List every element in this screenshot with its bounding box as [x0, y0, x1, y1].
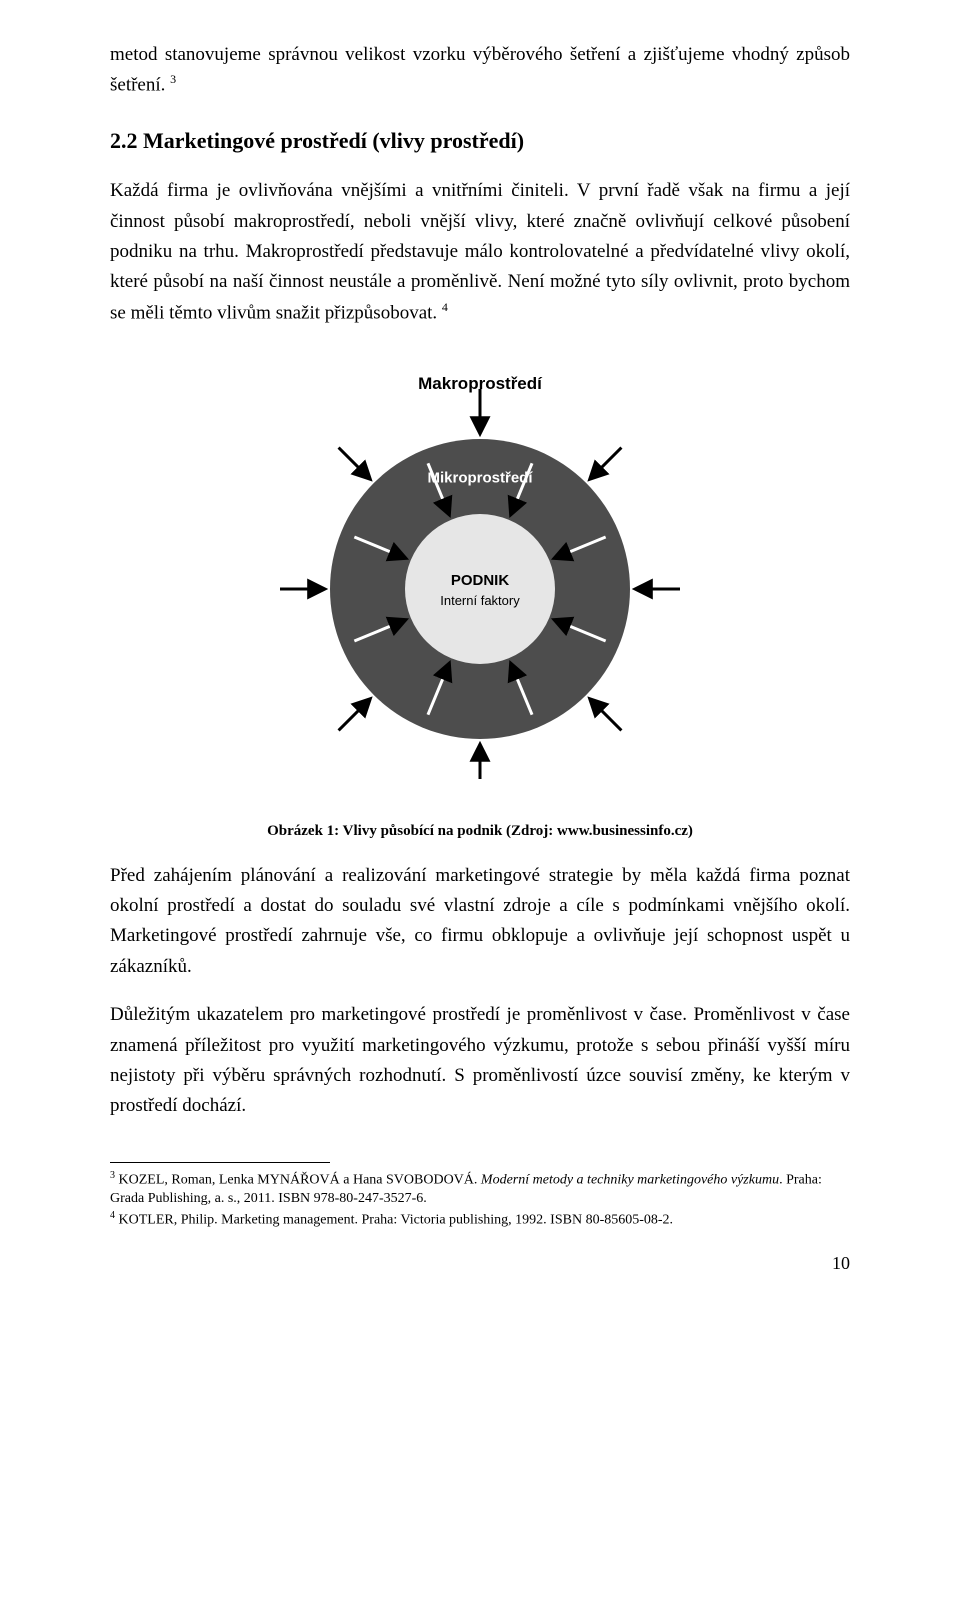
paragraph-2-text: Každá firma je ovlivňována vnějšími a vn… — [110, 180, 850, 323]
footnotes: 3 KOZEL, Roman, Lenka MYNÁŘOVÁ a Hana SV… — [110, 1169, 850, 1231]
footnote-3: 3 KOZEL, Roman, Lenka MYNÁŘOVÁ a Hana SV… — [110, 1169, 850, 1209]
section-heading: 2.2 Marketingové prostředí (vlivy prostř… — [110, 123, 850, 158]
diagram-figure: MakroprostředíMikroprostředíPODNIKIntern… — [110, 359, 850, 779]
figure-caption: Obrázek 1: Vlivy působící na podnik (Zdr… — [110, 819, 850, 843]
paragraph-1-ref: 3 — [170, 72, 176, 86]
svg-text:PODNIK: PODNIK — [451, 572, 510, 589]
paragraph-1: metod stanovujeme správnou velikost vzor… — [110, 40, 850, 101]
svg-text:Mikroprostředí: Mikroprostředí — [427, 469, 533, 486]
footnote-3-a: KOZEL, Roman, Lenka MYNÁŘOVÁ a Hana SVOB… — [115, 1172, 481, 1187]
paragraph-4: Důležitým ukazatelem pro marketingové pr… — [110, 1000, 850, 1122]
footnote-4: 4 KOTLER, Philip. Marketing management. … — [110, 1209, 850, 1231]
page-number: 10 — [110, 1249, 850, 1278]
footnote-rule — [110, 1162, 330, 1169]
footnote-4-a: KOTLER, Philip. Marketing management. Pr… — [115, 1213, 673, 1228]
footnote-3-italic: Moderní metody a techniky marketingového… — [481, 1172, 779, 1187]
environment-diagram: MakroprostředíMikroprostředíPODNIKIntern… — [270, 359, 690, 779]
paragraph-3: Před zahájením plánování a realizování m… — [110, 861, 850, 983]
paragraph-2-ref: 4 — [442, 300, 448, 314]
paragraph-1-text: metod stanovujeme správnou velikost vzor… — [110, 44, 850, 96]
svg-text:Interní faktory: Interní faktory — [440, 593, 520, 608]
paragraph-2: Každá firma je ovlivňována vnějšími a vn… — [110, 176, 850, 328]
